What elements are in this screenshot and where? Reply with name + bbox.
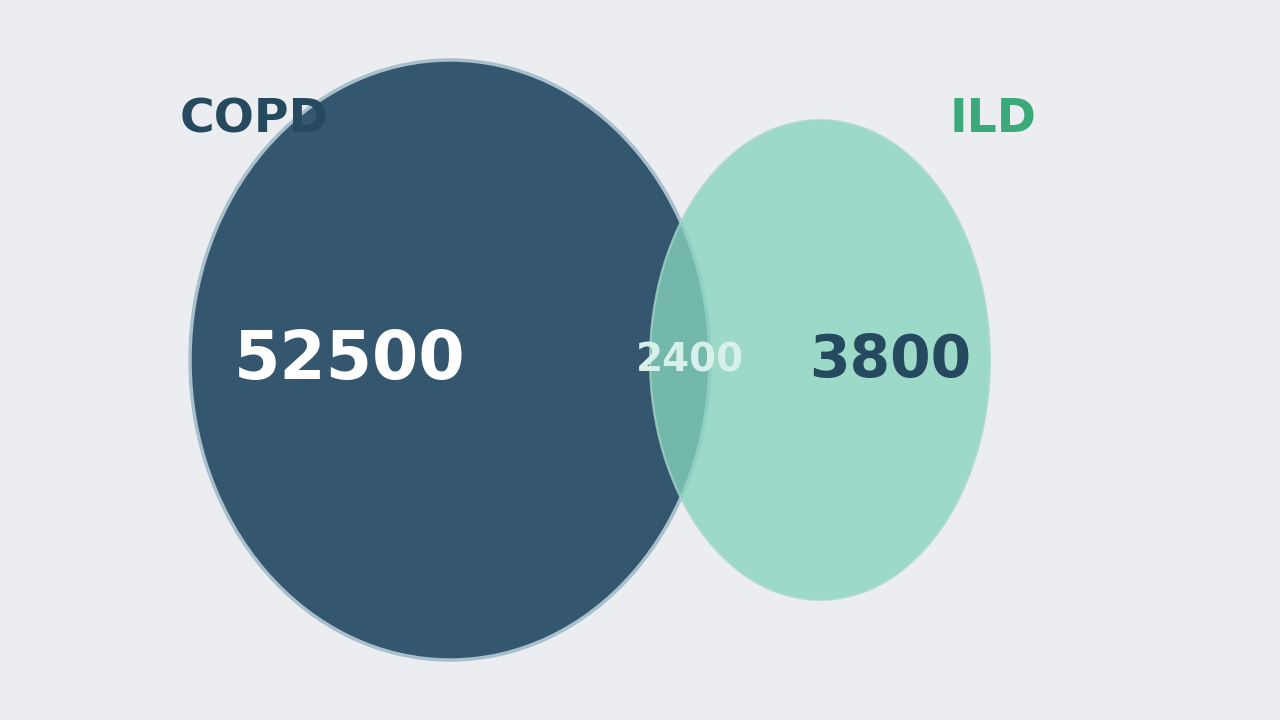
Text: 52500: 52500: [234, 327, 466, 393]
Text: COPD: COPD: [180, 97, 329, 143]
Text: 2400: 2400: [636, 341, 744, 379]
Ellipse shape: [650, 120, 989, 600]
Text: ILD: ILD: [950, 97, 1037, 143]
Ellipse shape: [189, 60, 710, 660]
Text: 3800: 3800: [809, 331, 972, 389]
